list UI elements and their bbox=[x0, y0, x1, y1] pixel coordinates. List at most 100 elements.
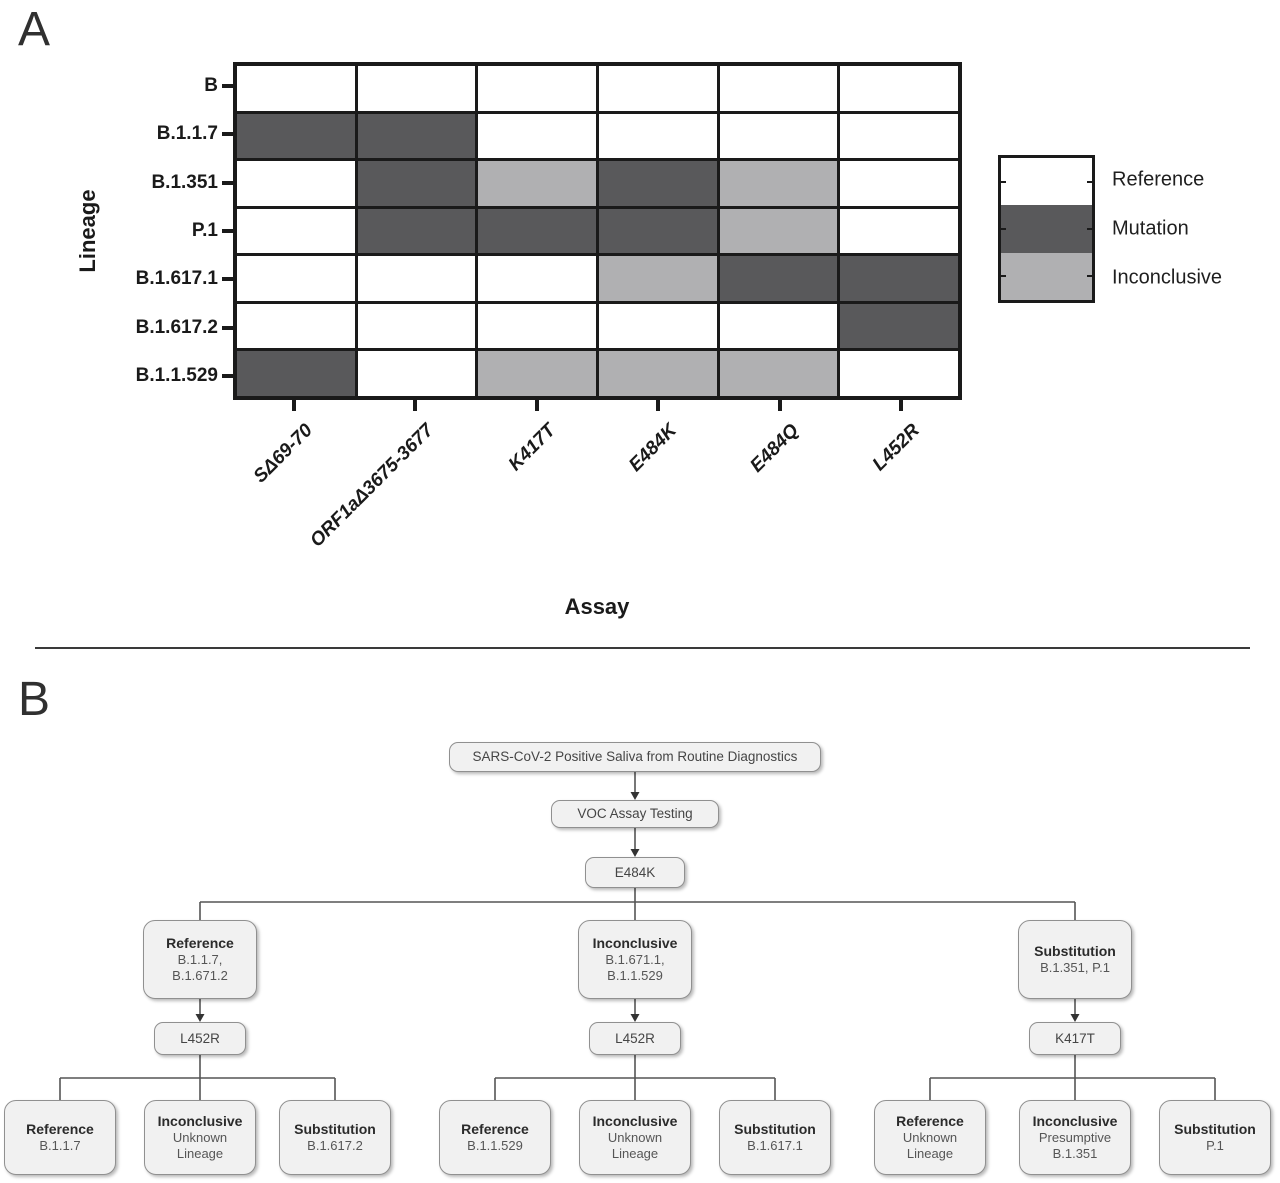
arrowhead-icon bbox=[1070, 1014, 1080, 1022]
flow-leaf-inconclusive-0: Inconclusive Unknown Lineage bbox=[144, 1100, 256, 1175]
flow-node-inconclusive-branch: Inconclusive B.1.671.1, B.1.1.529 bbox=[578, 920, 692, 999]
row-label-B: B bbox=[204, 75, 218, 97]
heatmap-cell-B.1.1.7-L452R bbox=[840, 113, 958, 159]
flow-node-root-label: SARS-CoV-2 Positive Saliva from Routine … bbox=[472, 749, 798, 764]
legend-label-mutation: Mutation bbox=[1112, 217, 1189, 240]
flow-node-voc-assay-testing: VOC Assay Testing bbox=[551, 800, 719, 828]
heatmap-cell-B.1.617.2-L452R bbox=[840, 303, 958, 349]
x-axis-tick bbox=[656, 400, 661, 411]
assay-node-label: L452R bbox=[180, 1030, 220, 1046]
heatmap-cell-B.1.1.7-E484Q bbox=[719, 113, 838, 159]
x-axis-tick bbox=[777, 400, 782, 411]
flow-leaf-substitution-1: Substitution B.1.617.1 bbox=[719, 1100, 831, 1175]
legend-label-reference: Reference bbox=[1112, 168, 1205, 191]
y-axis-tick bbox=[222, 277, 233, 282]
heatmap-cell-B-ORF1aΔ3675-3677 bbox=[357, 66, 476, 111]
leaf-lineage-line: Lineage bbox=[906, 1146, 954, 1161]
heatmap-cell-B.1.1.529-L452R bbox=[840, 351, 958, 396]
heatmap-cell-B.1.617.1-SΔ69-70 bbox=[237, 256, 355, 301]
arrowhead-icon bbox=[630, 792, 640, 800]
heatmap-cell-B-E484K bbox=[598, 66, 717, 111]
leaf-result-label: Substitution bbox=[1174, 1121, 1256, 1137]
x-axis-title: Assay bbox=[564, 594, 630, 619]
arrowhead-icon bbox=[630, 849, 640, 857]
leaf-lineage-line: P.1 bbox=[1206, 1138, 1224, 1153]
branch-result-label: Reference bbox=[166, 935, 234, 951]
leaf-result-label: Inconclusive bbox=[592, 1113, 678, 1129]
flow-node-root: SARS-CoV-2 Positive Saliva from Routine … bbox=[449, 742, 821, 772]
legend-swatch-inconclusive bbox=[1001, 252, 1092, 300]
heatmap-cell-P.1-K417T bbox=[478, 208, 596, 254]
heatmap-cell-B.1.617.2-SΔ69-70 bbox=[237, 303, 355, 349]
heatmap-cell-B.1.1.7-K417T bbox=[478, 113, 596, 159]
row-label-B.1.617.2: B.1.617.2 bbox=[135, 316, 218, 338]
leaf-lineage-line: B.1.1.529 bbox=[467, 1138, 523, 1153]
leaf-result-label: Reference bbox=[26, 1121, 94, 1137]
flow-leaf-inconclusive-2: Inconclusive Presumptive B.1.351 bbox=[1019, 1100, 1131, 1175]
row-label-P.1: P.1 bbox=[191, 220, 218, 241]
heatmap-cell-P.1-SΔ69-70 bbox=[237, 208, 355, 254]
flow-node-assay-l452r: L452R bbox=[589, 1022, 681, 1055]
leaf-lineage-line: B.1.617.1 bbox=[747, 1138, 803, 1153]
x-axis-tick bbox=[899, 400, 904, 411]
heatmap-cell-B.1.1.529-K417T bbox=[478, 351, 596, 396]
heatmap-cell-B.1.1.7-SΔ69-70 bbox=[237, 113, 355, 159]
row-label-B.1.617.1: B.1.617.1 bbox=[135, 268, 218, 290]
flow-node-substitution-branch: Substitution B.1.351, P.1 bbox=[1018, 920, 1132, 999]
heatmap-cell-B.1.1.7-ORF1aΔ3675-3677 bbox=[357, 113, 476, 159]
heatmap-cell-B-E484Q bbox=[719, 66, 838, 111]
heatmap-cell-B.1.617.2-E484Q bbox=[719, 303, 838, 349]
flow-leaf-reference-2: Reference Unknown Lineage bbox=[874, 1100, 986, 1175]
panel-a-label: A bbox=[18, 3, 51, 56]
flow-node-assay-l452r: L452R bbox=[154, 1022, 246, 1055]
heatmap-cell-B.1.351-ORF1aΔ3675-3677 bbox=[357, 161, 476, 206]
assay-node-label: L452R bbox=[615, 1030, 655, 1046]
leaf-lineage-line: Lineage bbox=[611, 1146, 659, 1161]
branch-result-label: Substitution bbox=[1034, 943, 1116, 959]
x-axis-tick bbox=[413, 400, 418, 411]
heatmap-cell-B-SΔ69-70 bbox=[237, 66, 355, 111]
heatmap-cell-B.1.617.2-ORF1aΔ3675-3677 bbox=[357, 303, 476, 349]
branch-result-label: Inconclusive bbox=[592, 935, 678, 951]
leaf-result-label: Substitution bbox=[734, 1121, 816, 1137]
heatmap-cell-B.1.351-E484Q bbox=[719, 161, 838, 206]
heatmap-cell-B.1.617.1-L452R bbox=[840, 256, 958, 301]
heatmap-cell-P.1-E484Q bbox=[719, 208, 838, 254]
leaf-lineage-line: B.1.1.7 bbox=[39, 1138, 81, 1153]
heatmap-cell-B.1.617.2-K417T bbox=[478, 303, 596, 349]
heatmap-cell-P.1-E484K bbox=[598, 208, 717, 254]
y-axis-tick bbox=[222, 229, 233, 233]
y-axis-tick bbox=[222, 325, 233, 330]
legend-swatch-mutation bbox=[1001, 205, 1092, 253]
flow-node-e484k-label: E484K bbox=[614, 864, 656, 880]
heatmap-cell-B.1.1.529-E484K bbox=[598, 351, 717, 396]
heatmap-cell-P.1-ORF1aΔ3675-3677 bbox=[357, 208, 476, 254]
heatmap-cell-B.1.351-K417T bbox=[478, 161, 596, 206]
flow-node-assay-k417t: K417T bbox=[1029, 1022, 1121, 1055]
heatmap-cell-P.1-L452R bbox=[840, 208, 958, 254]
y-axis-tick bbox=[222, 84, 233, 89]
panel-divider bbox=[35, 647, 1250, 649]
x-axis-tick bbox=[291, 400, 296, 411]
branch-lineage-line: B.1.671.1, bbox=[605, 952, 665, 967]
legend-swatch-reference bbox=[1001, 158, 1092, 206]
flow-leaf-inconclusive-1: Inconclusive Unknown Lineage bbox=[579, 1100, 691, 1175]
panel-b-label: B bbox=[18, 673, 51, 726]
heatmap-cell-B-K417T bbox=[478, 66, 596, 111]
flow-node-reference-branch: Reference B.1.1.7, B.1.671.2 bbox=[143, 920, 257, 999]
row-label-B.1.351: B.1.351 bbox=[151, 171, 218, 193]
arrowhead-icon bbox=[195, 1014, 205, 1022]
flow-node-e484k: E484K bbox=[585, 857, 685, 888]
leaf-result-label: Reference bbox=[896, 1113, 964, 1129]
y-axis-tick bbox=[222, 132, 233, 137]
assay-node-label: K417T bbox=[1055, 1030, 1095, 1046]
legend-label-inconclusive: Inconclusive bbox=[1112, 266, 1223, 289]
heatmap-cell-B.1.1.529-SΔ69-70 bbox=[237, 351, 355, 396]
heatmap-cell-B.1.617.1-E484K bbox=[598, 256, 717, 301]
leaf-lineage-line: Unknown bbox=[172, 1130, 228, 1145]
arrowhead-icon bbox=[630, 1014, 640, 1022]
heatmap-cell-B.1.617.2-E484K bbox=[598, 303, 717, 349]
legend-swatch-column bbox=[998, 155, 1095, 303]
